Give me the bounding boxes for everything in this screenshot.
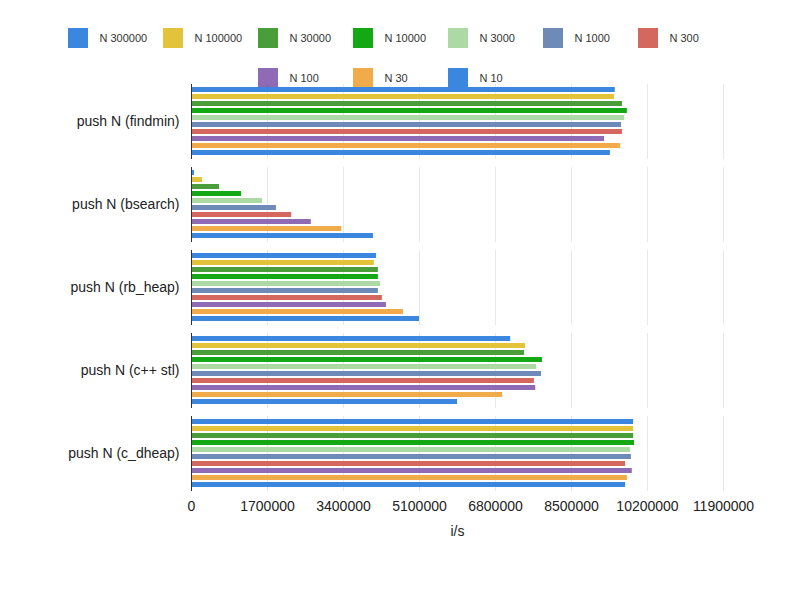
svg-text:push N (findmin): push N (findmin) — [77, 113, 180, 129]
svg-text:push N (c_dheap): push N (c_dheap) — [68, 445, 179, 461]
html-text:N 10000: N 10000 — [384, 32, 427, 44]
svg-text:5100000: 5100000 — [392, 498, 447, 514]
svg-text:0: 0 — [188, 498, 196, 514]
svg-text:push N (c++ stl): push N (c++ stl) — [81, 362, 180, 378]
svg-text:11900000: 11900000 — [693, 498, 754, 514]
svg-text:6800000: 6800000 — [468, 498, 523, 514]
html-text:N 100000: N 100000 — [194, 32, 243, 44]
svg-text:10200000: 10200000 — [616, 498, 679, 514]
html-text:N 1000: N 1000 — [574, 32, 610, 44]
html-text:N 30: N 30 — [384, 72, 408, 84]
svg-text:1700000: 1700000 — [240, 498, 295, 514]
html-text:N 300000: N 300000 — [99, 32, 148, 44]
html-text:N 30000: N 30000 — [289, 32, 332, 44]
html-text:N 10: N 10 — [479, 72, 503, 84]
html-text:N 300: N 300 — [669, 32, 699, 44]
svg-text:8500000: 8500000 — [544, 498, 599, 514]
html-text:N 3000: N 3000 — [479, 32, 515, 44]
html-text:N 100: N 100 — [289, 72, 319, 84]
svg-text:3400000: 3400000 — [316, 498, 371, 514]
svg-text:push N (rb_heap): push N (rb_heap) — [71, 279, 180, 295]
svg-text:i/s: i/s — [451, 523, 465, 539]
svg-text:push N (bsearch): push N (bsearch) — [72, 196, 179, 212]
